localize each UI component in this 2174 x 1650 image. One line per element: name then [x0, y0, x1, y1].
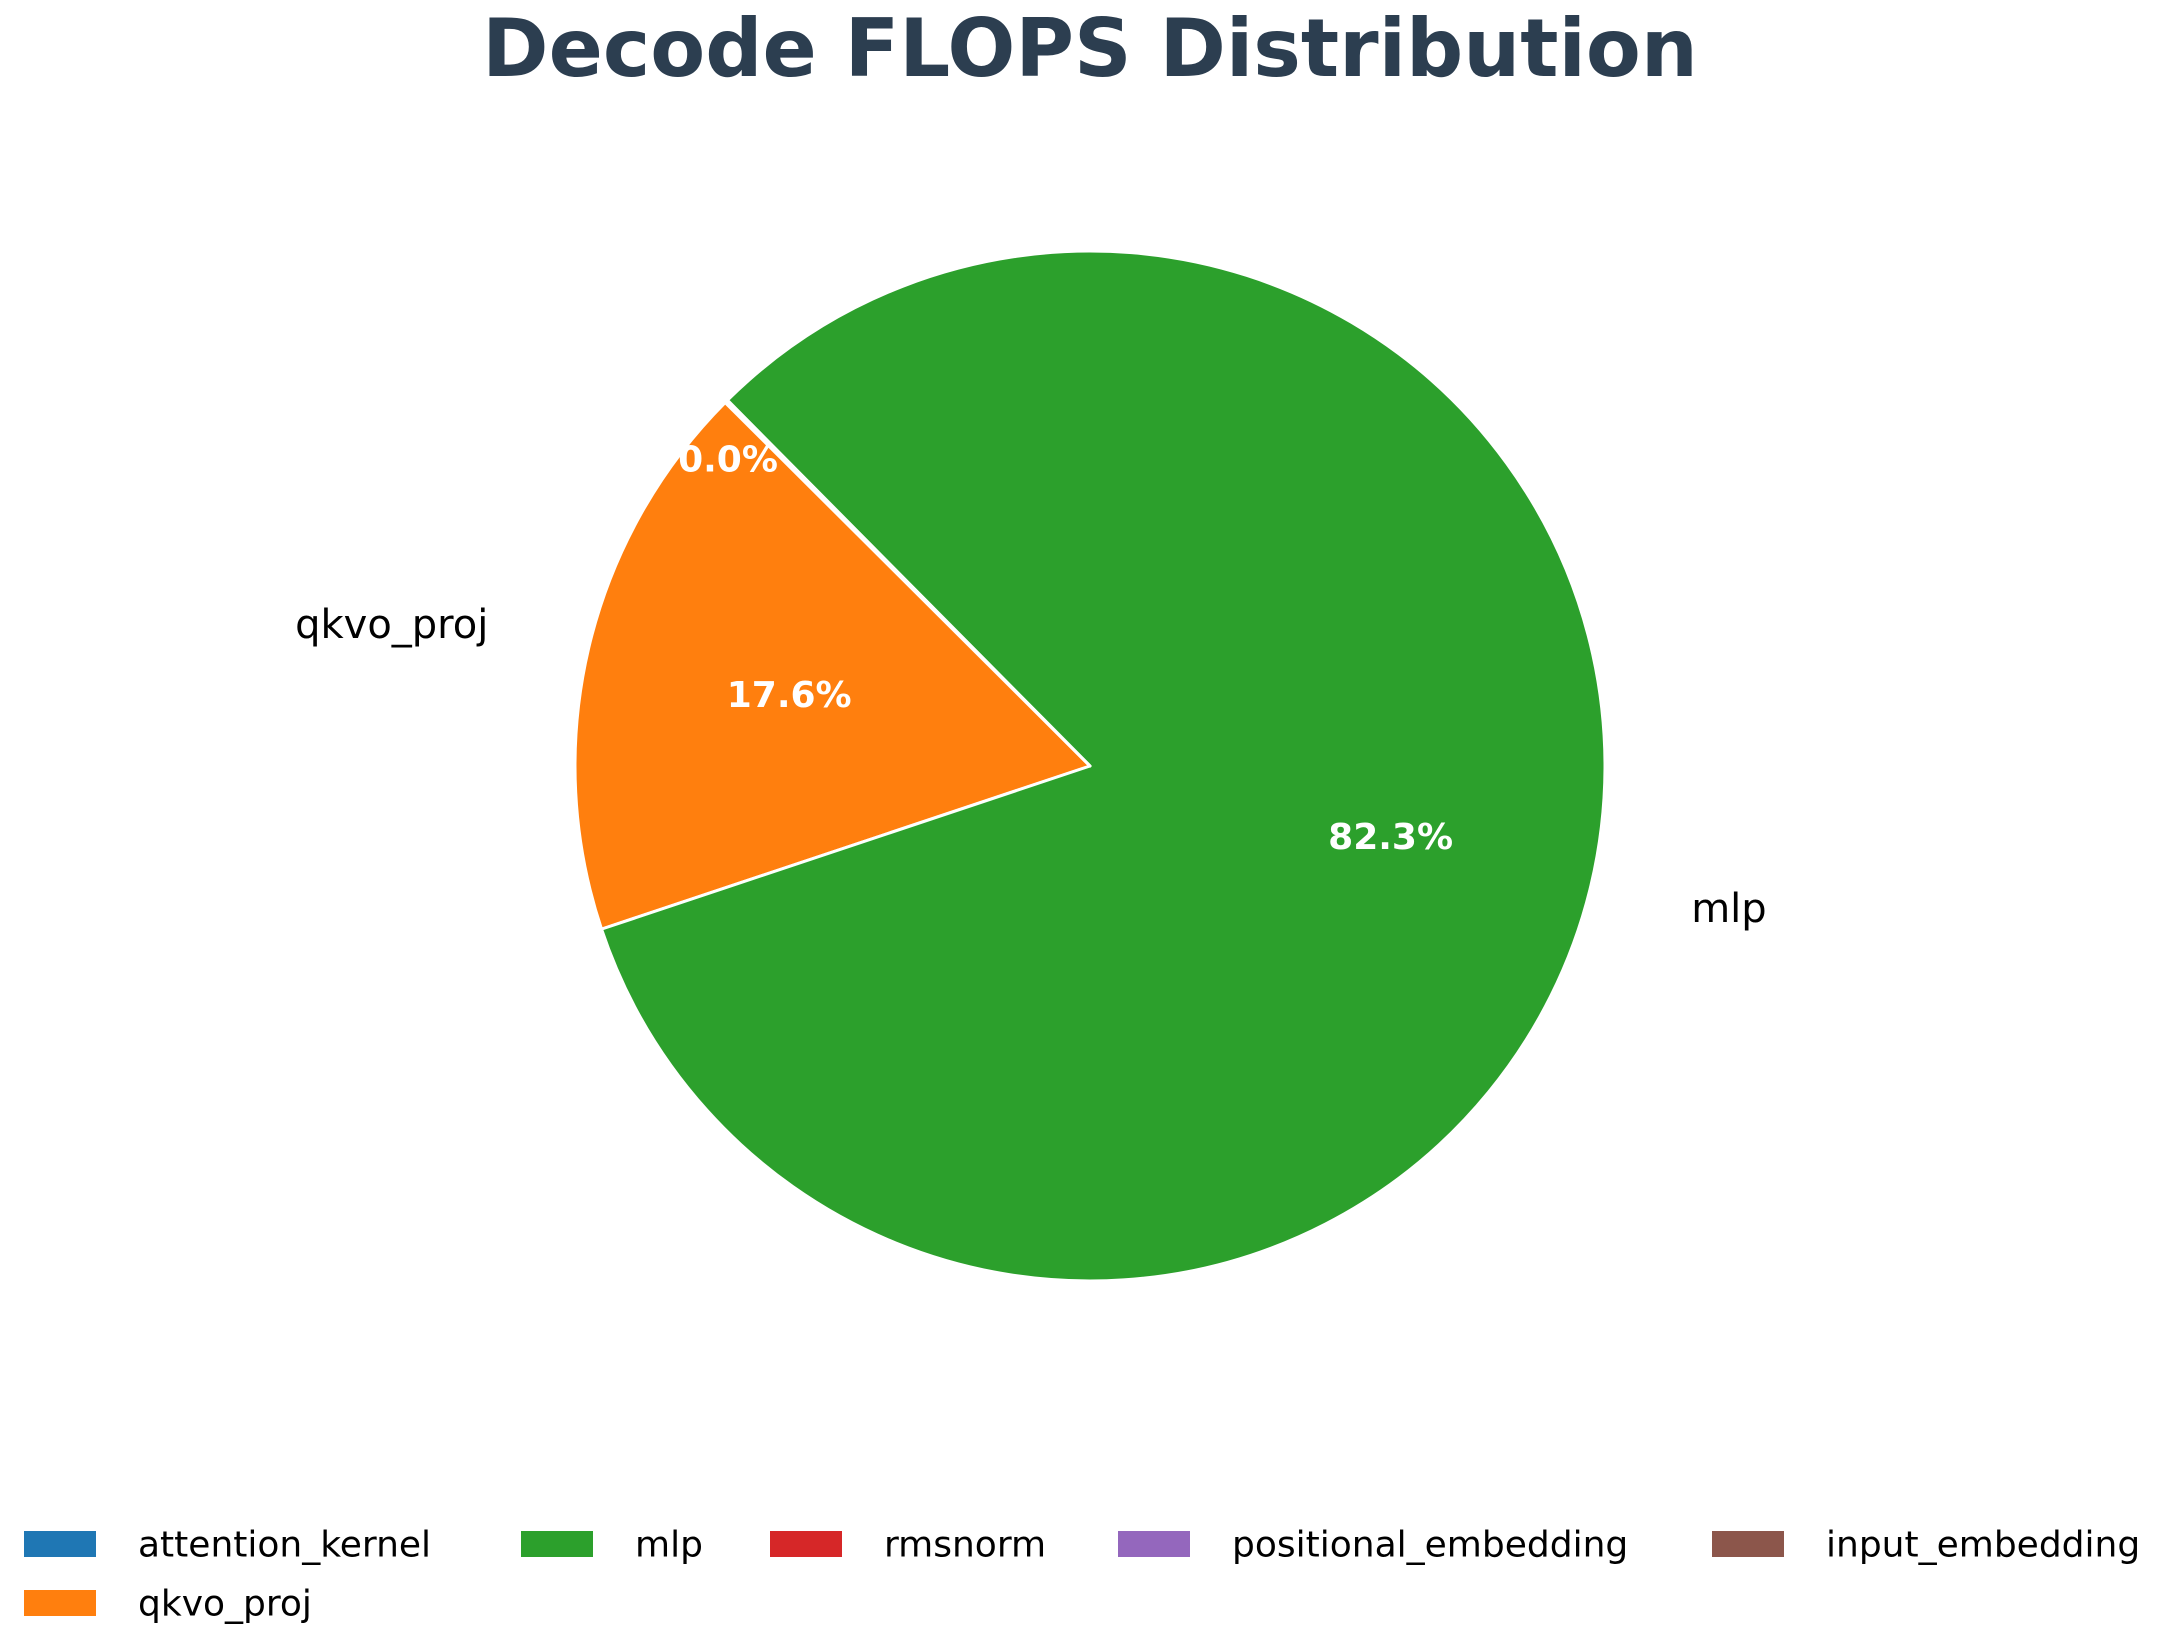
- percentage-labels: 17.6% 82.3% 0.0%: [678, 440, 1453, 859]
- legend: attention_kernel mlp rmsnorm positional_emb…: [24, 1525, 2140, 1625]
- legend-swatch-rmsnorm: [770, 1531, 842, 1557]
- legend-label-attention-kernel: attention_kernel: [138, 1525, 431, 1566]
- legend-label-rmsnorm: rmsnorm: [884, 1525, 1046, 1566]
- legend-swatch-mlp: [521, 1531, 593, 1557]
- legend-label-mlp: mlp: [635, 1525, 703, 1566]
- legend-label-positional-embedding: positional_embedding: [1232, 1525, 1628, 1566]
- legend-label-input-embedding: input_embedding: [1826, 1525, 2140, 1566]
- slice-label-qkvo-proj: qkvo_proj: [295, 602, 488, 648]
- legend-swatch-input-embedding: [1712, 1531, 1784, 1557]
- legend-swatch-qkvo-proj: [24, 1590, 96, 1616]
- pie-slice-mlp: [600, 249, 1607, 1283]
- chart-title: Decode FLOPS Distribution: [482, 2, 1698, 95]
- pie-slices: [573, 249, 1607, 1283]
- legend-swatch-positional-embedding: [1118, 1531, 1190, 1557]
- pie-slice-qkvo-proj: [573, 401, 1092, 931]
- slice-label-mlp: mlp: [1691, 886, 1766, 932]
- legend-swatch-attention-kernel: [24, 1531, 96, 1557]
- pct-label-small-slices: 0.0%: [678, 440, 778, 481]
- legend-label-qkvo-proj: qkvo_proj: [138, 1584, 312, 1625]
- pie-slice-input-embedding: [724, 399, 1092, 768]
- pct-label-mlp: 82.3%: [1328, 817, 1453, 858]
- pct-label-qkvo-proj: 17.6%: [727, 675, 852, 716]
